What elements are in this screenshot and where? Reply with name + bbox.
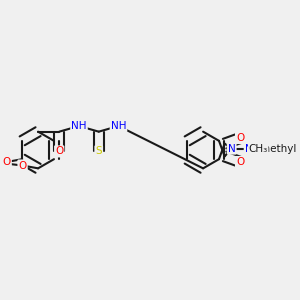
Text: O: O: [55, 146, 63, 156]
Text: NH: NH: [111, 121, 126, 131]
Text: S: S: [95, 146, 102, 156]
Text: O: O: [236, 133, 244, 143]
Text: NH: NH: [71, 121, 87, 131]
Text: O: O: [18, 160, 27, 170]
Text: O: O: [236, 157, 244, 167]
Text: N: N: [245, 144, 253, 154]
Text: CH₃: CH₃: [249, 144, 268, 154]
Text: methyl: methyl: [260, 144, 297, 154]
Text: O: O: [3, 157, 11, 167]
Text: N: N: [228, 144, 236, 154]
